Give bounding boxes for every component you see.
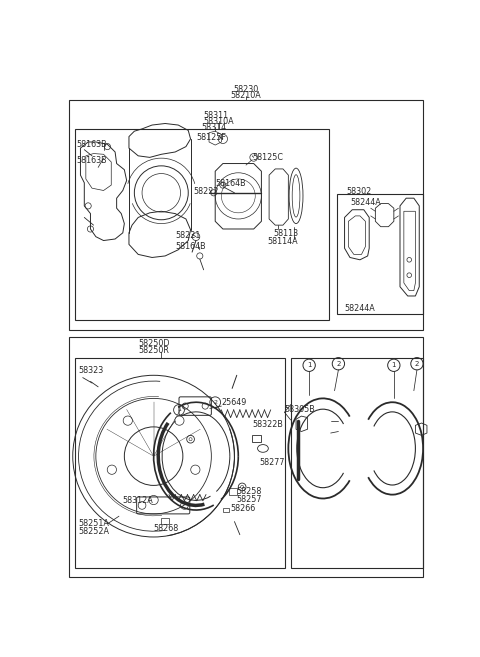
Text: 2: 2 — [213, 399, 217, 405]
Text: 1: 1 — [177, 407, 181, 413]
Bar — [337, 194, 423, 313]
Text: 58244A: 58244A — [345, 304, 375, 313]
Text: 58210A: 58210A — [230, 91, 262, 100]
Text: 58125C: 58125C — [252, 153, 283, 162]
Text: 25649: 25649 — [221, 397, 247, 407]
Text: 58258: 58258 — [237, 487, 262, 496]
Text: 58250R: 58250R — [138, 346, 169, 355]
Text: 58322B: 58322B — [252, 420, 283, 429]
Text: 58312A: 58312A — [123, 496, 154, 505]
Text: 58164B: 58164B — [175, 242, 206, 251]
Text: 58163B: 58163B — [77, 141, 107, 149]
Bar — [223, 508, 229, 512]
Text: 58310A: 58310A — [204, 118, 234, 126]
Text: 58230: 58230 — [233, 85, 259, 94]
Text: 58314: 58314 — [201, 124, 227, 133]
Text: 58257: 58257 — [237, 495, 262, 504]
Text: 58251A: 58251A — [78, 519, 109, 528]
Text: 58311: 58311 — [204, 111, 229, 120]
Bar — [161, 518, 169, 524]
Text: 58266: 58266 — [230, 504, 256, 513]
Text: 58114A: 58114A — [267, 237, 298, 246]
Text: 58113: 58113 — [273, 229, 298, 238]
Text: 1: 1 — [307, 362, 312, 369]
Text: 58164B: 58164B — [215, 179, 246, 188]
Text: 58252A: 58252A — [78, 527, 109, 536]
Text: 58250D: 58250D — [138, 339, 170, 348]
Bar — [75, 358, 285, 568]
Bar — [291, 358, 423, 568]
Text: 1: 1 — [392, 362, 396, 369]
Text: 58221: 58221 — [175, 231, 201, 240]
Bar — [69, 337, 423, 577]
Text: 2: 2 — [415, 361, 419, 367]
Bar — [252, 434, 262, 442]
Text: 58302: 58302 — [346, 187, 372, 196]
Text: 58268: 58268 — [154, 524, 179, 533]
Bar — [229, 489, 237, 495]
Text: 58277: 58277 — [260, 458, 285, 466]
Text: 58163B: 58163B — [77, 156, 107, 165]
Text: 58323: 58323 — [78, 367, 103, 375]
Text: 58222: 58222 — [193, 187, 219, 196]
Text: 2: 2 — [336, 361, 341, 367]
Text: 58244A: 58244A — [350, 198, 381, 207]
Text: 58125F: 58125F — [196, 133, 226, 142]
Text: 58305B: 58305B — [285, 405, 315, 415]
Bar — [69, 101, 423, 330]
Bar — [75, 129, 329, 320]
